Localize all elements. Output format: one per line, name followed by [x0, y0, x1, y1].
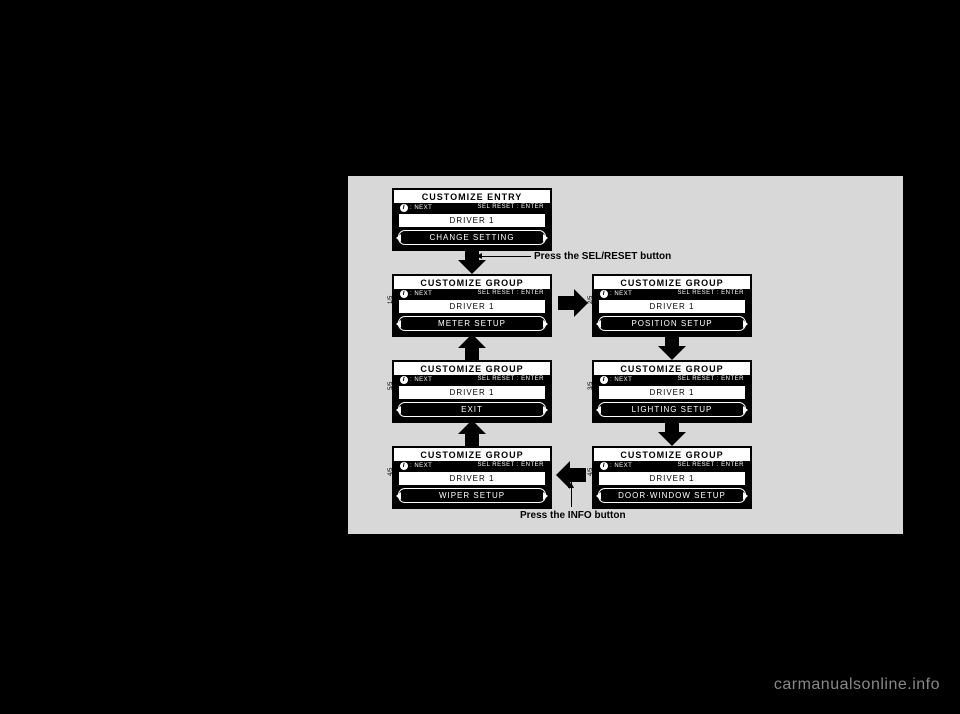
left-arrow-icon [596, 320, 601, 328]
arrow-left-icon [568, 468, 586, 482]
lcd-position-setup: 2/5 CUSTOMIZE GROUP i: NEXT SEL RESET : … [592, 274, 752, 337]
lcd-option: WIPER SETUP [398, 488, 546, 503]
lcd-option: CHANGE SETTING [398, 230, 546, 245]
lcd-nav: i: NEXT SEL RESET : ENTER [394, 203, 550, 213]
label-info-button: Press the INFO button [520, 510, 626, 521]
lcd-driver: DRIVER 1 [598, 471, 746, 486]
lcd-option: DOOR·WINDOW SETUP [598, 488, 746, 503]
left-arrow-icon [596, 406, 601, 414]
left-arrow-icon [396, 320, 401, 328]
lcd-option: LIGHTING SETUP [598, 402, 746, 417]
lcd-driver: DRIVER 1 [398, 385, 546, 400]
arrow-down-icon [665, 334, 679, 348]
lcd-nav: i: NEXT SEL RESET : ENTER [594, 289, 750, 299]
lcd-driver: DRIVER 1 [398, 213, 546, 228]
arrow-down-icon [665, 420, 679, 434]
lcd-door-window-setup: 4/5 CUSTOMIZE GROUP i: NEXT SEL RESET : … [592, 446, 752, 509]
watermark: carmanualsonline.info [774, 676, 940, 694]
lcd-option: EXIT [398, 402, 546, 417]
lcd-side-counter: 2/5 [588, 296, 594, 304]
info-icon: i [400, 462, 408, 470]
lcd-side-counter: 4/5 [588, 468, 594, 476]
lcd-wiper-setup: 4/5 CUSTOMIZE GROUP i: NEXT SEL RESET : … [392, 446, 552, 509]
lcd-driver: DRIVER 1 [598, 299, 746, 314]
lcd-nav: i: NEXT SEL RESET : ENTER [394, 375, 550, 385]
lcd-header: CUSTOMIZE GROUP [594, 362, 750, 375]
right-arrow-icon [543, 234, 548, 242]
lcd-header: CUSTOMIZE ENTRY [394, 190, 550, 203]
pointer-line [476, 256, 531, 257]
lcd-driver: DRIVER 1 [398, 471, 546, 486]
lcd-option: POSITION SETUP [598, 316, 746, 331]
pointer-arrow-icon [476, 253, 482, 259]
left-arrow-icon [396, 234, 401, 242]
lcd-header: CUSTOMIZE GROUP [394, 362, 550, 375]
lcd-nav: i: NEXT SEL RESET : ENTER [394, 289, 550, 299]
right-arrow-icon [743, 320, 748, 328]
lcd-customize-entry: CUSTOMIZE ENTRY i: NEXT SEL RESET : ENTE… [392, 188, 552, 251]
info-icon: i [600, 290, 608, 298]
lcd-lighting-setup: 3/5 CUSTOMIZE GROUP i: NEXT SEL RESET : … [592, 360, 752, 423]
pointer-arrow-icon [568, 482, 574, 488]
arrow-up-icon [465, 432, 479, 446]
left-arrow-icon [596, 492, 601, 500]
lcd-meter-setup: 1/5 CUSTOMIZE GROUP i: NEXT SEL RESET : … [392, 274, 552, 337]
arrow-up-icon [465, 346, 479, 360]
arrow-right-icon [558, 296, 576, 310]
info-icon: i [600, 376, 608, 384]
info-icon: i [400, 290, 408, 298]
right-arrow-icon [543, 320, 548, 328]
info-icon: i [600, 462, 608, 470]
lcd-exit: 5/5 CUSTOMIZE GROUP i: NEXT SEL RESET : … [392, 360, 552, 423]
left-arrow-icon [396, 492, 401, 500]
right-arrow-icon [543, 406, 548, 414]
lcd-side-counter: 4/5 [388, 468, 394, 476]
flow-diagram: CUSTOMIZE ENTRY i: NEXT SEL RESET : ENTE… [348, 176, 903, 534]
label-sel-reset: Press the SEL/RESET button [534, 251, 671, 262]
lcd-nav: i: NEXT SEL RESET : ENTER [594, 461, 750, 471]
lcd-header: CUSTOMIZE GROUP [394, 276, 550, 289]
info-icon: i [400, 204, 408, 212]
info-icon: i [400, 376, 408, 384]
right-arrow-icon [543, 492, 548, 500]
lcd-driver: DRIVER 1 [398, 299, 546, 314]
lcd-side-counter: 3/5 [588, 382, 594, 390]
lcd-driver: DRIVER 1 [598, 385, 746, 400]
left-arrow-icon [396, 406, 401, 414]
lcd-header: CUSTOMIZE GROUP [594, 448, 750, 461]
right-arrow-icon [743, 406, 748, 414]
lcd-side-counter: 1/5 [388, 296, 394, 304]
lcd-nav: i: NEXT SEL RESET : ENTER [394, 461, 550, 471]
lcd-nav: i: NEXT SEL RESET : ENTER [594, 375, 750, 385]
lcd-side-counter: 5/5 [388, 382, 394, 390]
lcd-header: CUSTOMIZE GROUP [394, 448, 550, 461]
lcd-option: METER SETUP [398, 316, 546, 331]
right-arrow-icon [743, 492, 748, 500]
lcd-header: CUSTOMIZE GROUP [594, 276, 750, 289]
